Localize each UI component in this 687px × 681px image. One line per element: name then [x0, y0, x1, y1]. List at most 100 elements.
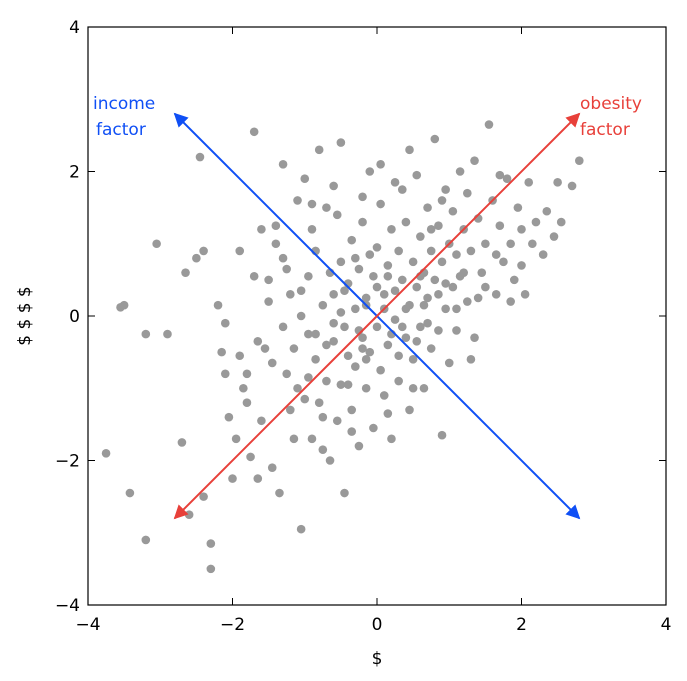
y-tick-label: −2 [55, 452, 80, 472]
data-point [181, 268, 190, 277]
y-tick-label: −4 [55, 596, 80, 616]
data-point [300, 394, 310, 404]
income-factor-label-line-2: factor [96, 120, 146, 140]
data-point [394, 351, 403, 361]
data-point [423, 318, 432, 328]
data-point [264, 297, 273, 306]
data-point [206, 564, 216, 574]
data-point [311, 329, 320, 339]
data-point [481, 239, 490, 249]
data-point [383, 409, 393, 418]
data-point [387, 225, 396, 234]
data-point [412, 282, 422, 292]
data-point [437, 257, 447, 267]
data-point [401, 333, 411, 342]
data-point [553, 178, 562, 187]
obesity-factor-label-line-2: factor [580, 120, 630, 140]
data-point [542, 206, 552, 216]
data-point [491, 250, 501, 259]
data-point [369, 271, 378, 281]
data-point [257, 416, 266, 426]
data-point [390, 178, 400, 187]
data-point [231, 434, 241, 444]
data-point [267, 463, 277, 473]
data-point [260, 344, 270, 353]
data-point [502, 174, 512, 184]
data-point [513, 203, 523, 212]
data-point [531, 217, 541, 227]
data-point [361, 355, 371, 364]
data-point [242, 398, 252, 408]
data-point [318, 445, 328, 454]
data-point [343, 351, 353, 361]
data-point [141, 329, 151, 339]
data-point [495, 221, 505, 230]
obesity-factor-label: obesity factor [580, 94, 647, 140]
data-point [314, 145, 324, 155]
data-point [426, 225, 436, 234]
data-point [340, 488, 349, 498]
data-point [416, 322, 425, 332]
data-point [387, 434, 396, 444]
y-axis-label: $ $ $ $ [15, 286, 35, 345]
data-point [311, 355, 320, 364]
data-point [336, 380, 346, 389]
data-point [329, 318, 338, 328]
y-tick-label: 4 [69, 18, 80, 38]
data-point [184, 510, 194, 519]
data-point [549, 232, 559, 241]
data-point [267, 358, 277, 368]
data-point [332, 416, 342, 426]
data-point [289, 434, 299, 444]
data-point [437, 196, 447, 205]
data-point [293, 383, 302, 393]
data-point [408, 355, 418, 364]
data-point [506, 239, 515, 249]
x-axis-label: $ [372, 649, 383, 669]
data-point [466, 246, 476, 256]
data-point [220, 318, 230, 328]
data-point [354, 441, 364, 451]
data-point [463, 188, 472, 198]
data-point [119, 300, 129, 310]
data-point [228, 474, 237, 483]
data-point [322, 203, 331, 212]
data-point [336, 138, 346, 147]
data-point [296, 311, 306, 321]
data-point [524, 178, 534, 187]
data-point [293, 196, 302, 205]
data-point [452, 304, 461, 314]
data-point [246, 452, 255, 462]
data-point [376, 199, 385, 209]
y-tick-label: 2 [69, 163, 80, 183]
data-point [307, 225, 317, 234]
data-point [264, 275, 273, 285]
data-point [275, 488, 284, 498]
data-point [257, 225, 266, 234]
data-point [329, 336, 338, 346]
data-point [405, 145, 414, 155]
data-point [249, 127, 259, 137]
data-point [394, 246, 403, 256]
data-point [379, 290, 389, 299]
data-point [322, 340, 331, 350]
data-point [192, 253, 201, 263]
data-point [329, 290, 338, 299]
data-point [452, 250, 461, 259]
data-point [141, 535, 151, 545]
arrows-layer [173, 112, 581, 520]
data-point [423, 293, 432, 303]
data-point [304, 329, 313, 339]
data-point [408, 257, 418, 267]
data-point [253, 336, 263, 346]
data-point [358, 344, 367, 353]
x-tick-label: −2 [220, 615, 245, 635]
data-point [491, 290, 501, 299]
data-point [419, 383, 429, 393]
income-factor-arrow [173, 112, 378, 317]
data-point [383, 271, 393, 281]
data-point [444, 358, 454, 368]
data-point [538, 250, 548, 259]
data-point [235, 351, 245, 361]
y-tick-label: 0 [69, 307, 80, 327]
